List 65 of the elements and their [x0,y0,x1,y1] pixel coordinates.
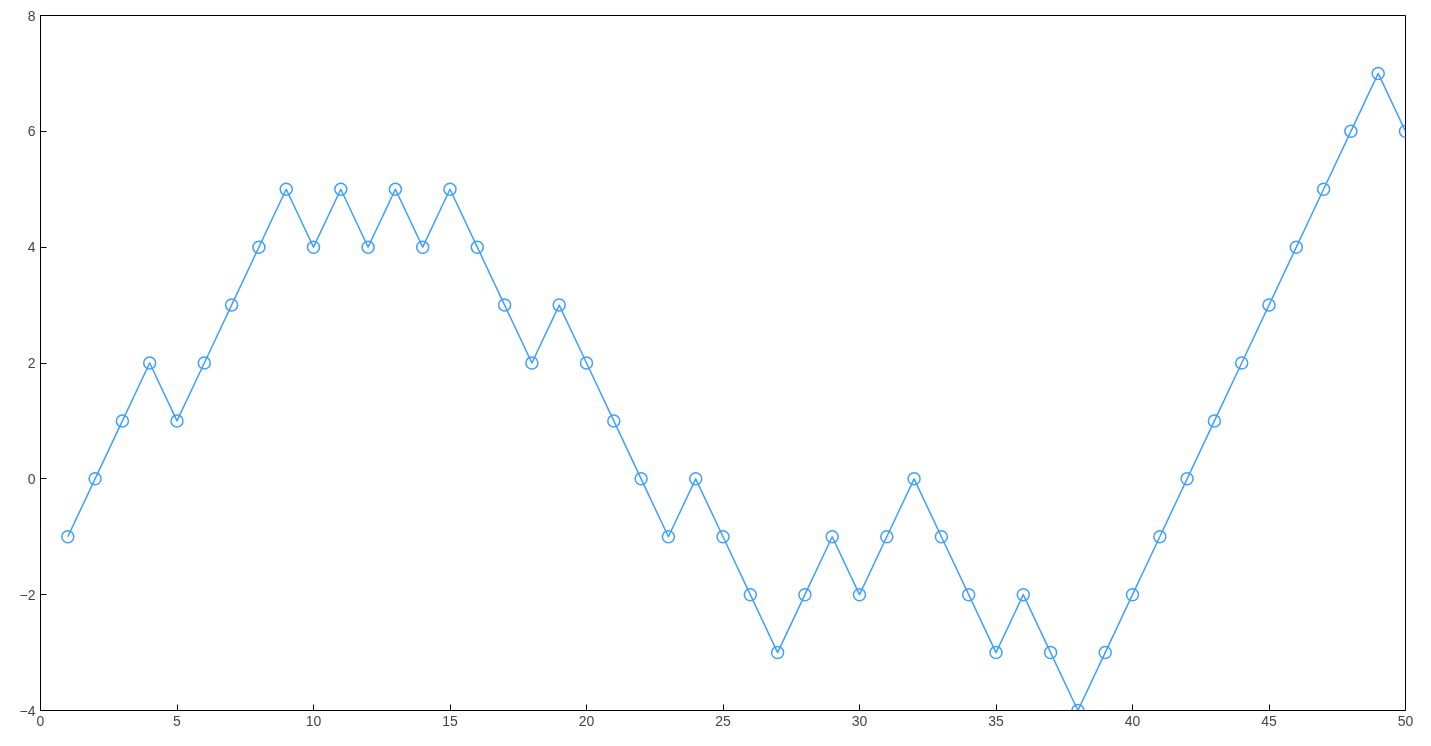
point [142,356,157,370]
point [852,587,867,602]
y-tick-label: −4 [19,702,36,719]
point [252,240,266,254]
y-tick-label: 6 [27,123,36,140]
point [1016,587,1031,602]
point [880,530,894,544]
point [552,298,566,312]
point [661,530,676,544]
y-tick-label: 2 [27,355,36,371]
x-tick-label: 20 [578,712,595,729]
point [579,356,594,370]
point [989,645,1003,660]
point [224,298,239,312]
point [115,414,130,428]
point [825,530,839,544]
point [770,645,785,660]
point [798,587,812,602]
y-tick-label: 0 [27,470,36,487]
y-tick-label: 8 [27,7,36,24]
point [1125,587,1140,602]
x-tick-label: 30 [851,712,868,729]
x-tick-label: 40 [1124,712,1141,729]
x-tick-label: 15 [442,712,458,729]
point [688,472,703,486]
point [279,182,293,196]
point [88,472,102,486]
point [907,472,921,486]
x-tick-label: 45 [1261,712,1277,729]
point [1098,645,1112,660]
point [388,182,403,196]
point [634,472,648,486]
point [1316,182,1331,196]
point [470,240,485,254]
point [1344,124,1358,139]
point [961,587,976,602]
x-tick-label: 35 [988,712,1004,729]
x-tick-label: 10 [305,712,322,729]
point [1234,356,1249,370]
point [497,298,512,312]
point [361,240,375,254]
point [61,530,75,544]
point [1043,645,1058,660]
point [525,356,539,370]
point [334,182,348,196]
y-tick-label: 4 [27,239,36,256]
y-tick-label: −2 [19,586,36,603]
point [170,414,184,428]
point [1180,472,1194,486]
point [415,240,430,254]
point [607,414,621,428]
point [1207,414,1222,428]
point [1262,298,1276,312]
point [716,530,730,544]
point [743,587,758,602]
x-tick-label: 25 [715,712,731,729]
point [934,530,949,544]
point [1153,530,1167,544]
point [306,240,321,254]
point [197,356,212,370]
point [1371,66,1385,81]
point [1289,240,1304,254]
x-tick-label: 5 [173,712,182,729]
x-tick-label: 50 [1397,712,1414,729]
point [443,182,457,196]
